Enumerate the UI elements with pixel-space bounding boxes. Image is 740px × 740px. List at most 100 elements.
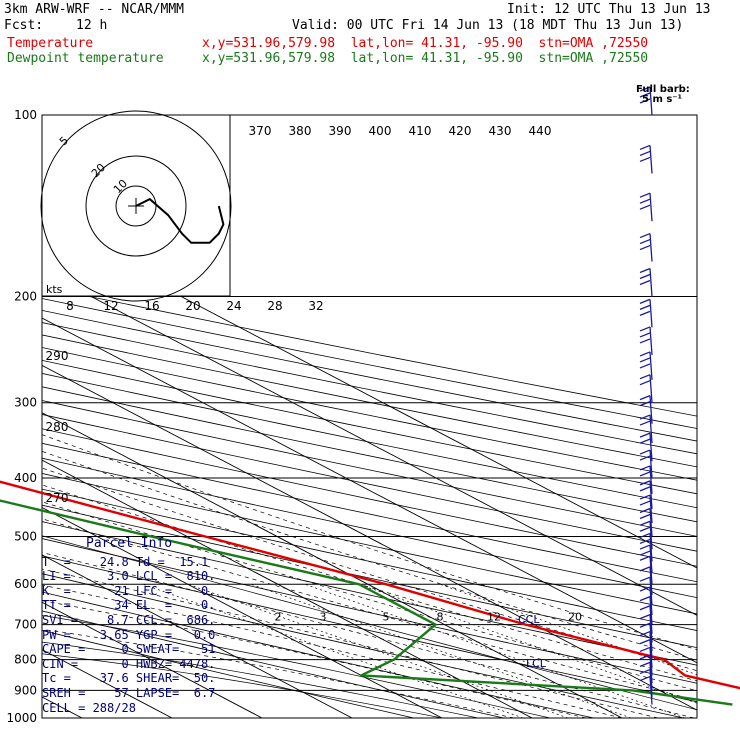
wind-barb — [649, 268, 653, 297]
wind-key-title: Full barb: — [636, 84, 690, 95]
mixing-ratio-line — [358, 583, 697, 704]
wind-barb-flag — [639, 380, 651, 386]
hodograph-ring — [115, 185, 157, 227]
wind-barb-flag — [639, 267, 651, 274]
wind-barb-flag — [639, 538, 651, 545]
temperature-line — [0, 480, 740, 690]
wind-barb-flag — [639, 622, 651, 628]
parcel-row: PW = 3.65 YGP = 0.0 — [42, 627, 216, 642]
mixing-ratio-line — [250, 583, 632, 718]
pressure-label: 500 — [14, 529, 37, 543]
parcel-row: LI = 3.0 LCL = 810. — [42, 569, 216, 584]
wind-barb — [649, 676, 653, 705]
parcel-info-panel: Parcel Info T = 24.8 Td = 15.1 LI = 3.0 … — [42, 536, 242, 716]
wind-barb-flag — [639, 605, 651, 611]
theta-label: 400 — [369, 124, 392, 138]
wind-barb-flag — [639, 494, 651, 500]
sounding-series — [0, 480, 740, 706]
moist-adiabat — [42, 552, 695, 718]
ccl-marker: CCL — [518, 613, 540, 626]
wind-barb — [649, 587, 653, 616]
mixing-ratio-line — [304, 583, 686, 718]
wind-barb-flag — [639, 144, 651, 151]
hodograph-speed-label: 24 — [226, 299, 241, 313]
moist-adiabat — [42, 568, 659, 718]
dry-adiabat — [42, 555, 697, 703]
parcel-row: SVI = 8.7 CCL = 686. — [42, 612, 216, 627]
wind-barb-flag — [639, 156, 651, 163]
hodograph-speed-label: 12 — [103, 299, 118, 313]
hodograph-unit-label: kts — [46, 283, 63, 296]
dry-adiabat — [42, 538, 697, 684]
wind-barb-flag — [639, 332, 651, 338]
valid-time: Valid: 00 UTC Fri 14 Jun 13 (18 MDT Thu … — [292, 18, 684, 33]
wind-barb-flag — [639, 465, 651, 471]
mixing-ratio-line — [142, 583, 524, 718]
parcel-info-title: Parcel Info — [86, 536, 173, 551]
wind-barb-flag — [639, 238, 651, 245]
wind-barb-flag — [639, 401, 651, 407]
parcel-info-rows: T = 24.8 Td = 15.1 LI = 3.0 LCL = 810. K… — [42, 555, 242, 716]
wind-barb-flag — [639, 675, 651, 682]
theta-label: 290 — [46, 349, 69, 363]
moist-adiabat — [42, 628, 515, 718]
isotherm — [42, 270, 697, 616]
dry-adiabat — [42, 504, 697, 649]
wind-barb-flag — [639, 192, 651, 198]
temperature-legend: Temperature — [7, 36, 94, 51]
theta-label: 380 — [289, 124, 312, 138]
dewpoint-legend: Dewpoint temperature — [7, 51, 164, 66]
wind-barb — [649, 145, 653, 174]
model-title: 3km ARW-WRF -- NCAR/MMM — [4, 2, 185, 17]
temperature-location: x,y=531.96,579.98 lat,lon= 41.31, -95.90… — [202, 36, 649, 51]
wind-barb-flag — [639, 646, 651, 653]
wind-barb-flag — [639, 486, 651, 492]
wind-barb — [649, 433, 653, 462]
dry-adiabat — [42, 591, 594, 718]
dry-adiabat — [42, 442, 697, 583]
wind-barb-flag — [639, 304, 651, 310]
wind-barb-flag — [639, 668, 651, 675]
parcel-row: CAPE = 0 SWEAT= 51 — [42, 642, 216, 657]
wind-barb — [649, 508, 653, 537]
hodograph-speed-label: 8 — [66, 299, 74, 313]
wind-barb-flag — [639, 232, 651, 239]
mixing-ratio-label: 8 — [437, 611, 444, 624]
dry-adiabat — [42, 298, 697, 429]
dry-adiabat — [42, 630, 414, 718]
dry-adiabat — [42, 347, 697, 481]
wind-barb-flag — [639, 86, 651, 92]
wind-barb-flag — [639, 661, 651, 668]
wind-barb-flag — [639, 544, 651, 550]
mixing-ratio-label: 2 — [275, 611, 282, 624]
wind-barb-flag — [639, 566, 651, 572]
parcel-row: T = 24.8 Td = 15.1 — [42, 554, 209, 569]
wind-barb — [649, 395, 653, 424]
wind-barb — [649, 596, 653, 625]
dewpoint-location: x,y=531.96,579.98 lat,lon= 41.31, -95.90… — [202, 51, 649, 66]
wind-barb — [649, 351, 653, 380]
wind-barb-flag — [639, 198, 651, 204]
wind-barb-flag — [639, 150, 651, 157]
pressure-label: 900 — [14, 683, 37, 697]
lcl-marker: LCL — [526, 657, 547, 670]
wind-barb-flag — [639, 357, 651, 363]
wind-barb — [649, 494, 653, 524]
pressure-label: 1000 — [6, 711, 37, 725]
theta-label: 420 — [449, 124, 472, 138]
wind-barb-flag — [639, 338, 651, 344]
wind-barb — [649, 577, 653, 606]
pressure-label: 100 — [14, 108, 37, 122]
hodograph-speed-label: 28 — [267, 299, 282, 313]
wind-barb-flag — [639, 532, 651, 539]
pressure-label: 700 — [14, 618, 37, 632]
wind-barb — [649, 480, 653, 509]
dry-adiabat — [42, 334, 697, 468]
wind-barb — [649, 449, 653, 479]
theta-label: 410 — [409, 124, 432, 138]
wind-barb-flag — [639, 273, 651, 280]
mixing-ratio-label: 3 — [320, 611, 327, 624]
wind-barb-flag — [639, 480, 651, 486]
hodograph-trace — [135, 197, 225, 244]
